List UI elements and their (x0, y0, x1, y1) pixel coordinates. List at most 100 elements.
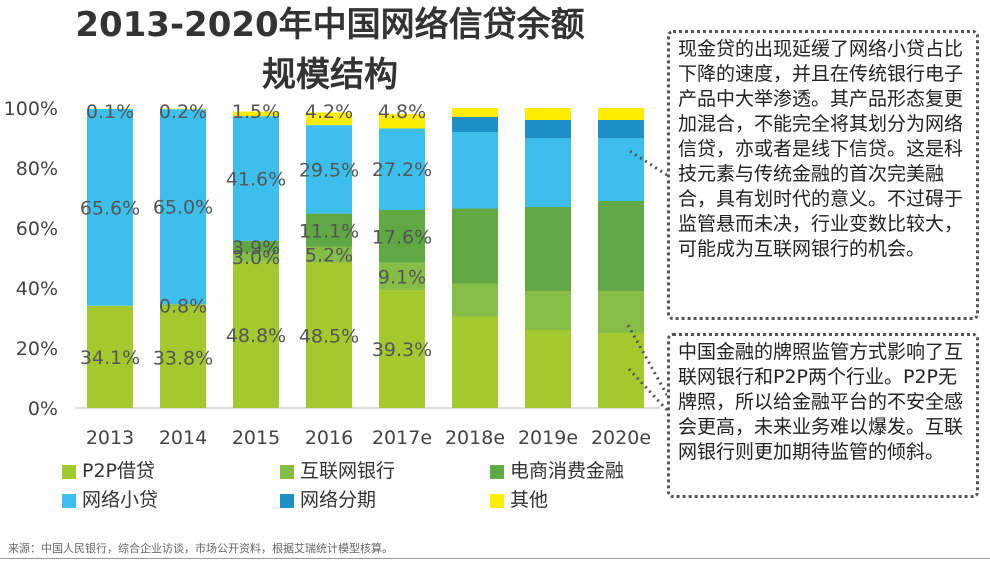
data-label: 1.5% (232, 101, 280, 123)
y-tick-label: 40% (16, 278, 58, 300)
bar-segment (233, 261, 279, 408)
legend-item: 其他 (490, 488, 548, 512)
bottom-divider (0, 558, 990, 559)
bar-segment (160, 304, 206, 307)
data-label: 33.8% (153, 347, 213, 369)
data-label: 3.9% (232, 237, 280, 259)
data-label: 4.8% (378, 101, 426, 123)
y-tick-label: 0% (28, 398, 58, 420)
data-label: 48.8% (226, 325, 286, 347)
bar-segment (233, 116, 279, 241)
data-label: 34.1% (80, 347, 140, 369)
annotation-box-license-regulation: 中国金融的牌照监管方式影响了互联网银行和P2P两个行业。P2P无牌照，所以给金融… (667, 333, 979, 498)
x-tick-label: 2013 (86, 427, 134, 449)
data-label: 3.0% (232, 247, 280, 269)
data-label: 48.5% (299, 325, 359, 347)
y-tick-label: 100% (4, 98, 58, 120)
title-line-2: 规模结构 (262, 55, 398, 95)
data-label: 0.1% (86, 101, 134, 123)
y-tick-label: 80% (16, 158, 58, 180)
y-tick-label: 20% (16, 338, 58, 360)
data-label: 11.1% (299, 220, 359, 242)
legend-item: 电商消费金融 (490, 459, 624, 483)
x-tick-label: 2018e (445, 427, 505, 449)
data-label: 27.2% (372, 159, 432, 181)
bar-segment (598, 138, 644, 201)
legend-item: 互联网银行 (280, 459, 395, 483)
bar-segment (598, 108, 644, 120)
legend-item: 网络小贷 (62, 488, 158, 512)
data-label: 0.8% (159, 295, 207, 317)
legend-swatch (62, 464, 76, 479)
data-label: 9.1% (378, 266, 426, 288)
bar-segment (233, 111, 279, 117)
legend-swatch (62, 493, 76, 508)
bar-segment (452, 117, 498, 132)
bar-segment (452, 208, 498, 284)
bar-segment (598, 291, 644, 333)
bar-segment (379, 128, 425, 210)
bar-segment (306, 125, 352, 214)
bar-segment (306, 112, 352, 126)
annotation-text-2: 中国金融的牌照监管方式影响了互联网银行和P2P两个行业。P2P无牌照，所以给金融… (678, 341, 964, 463)
data-label: 4.2% (305, 101, 353, 123)
x-tick-label: 2014 (159, 427, 207, 449)
bar-segment (379, 290, 425, 408)
bar-segment (87, 305, 133, 408)
legend-item: 网络分期 (280, 488, 376, 512)
legend-label: 电商消费金融 (510, 460, 625, 482)
x-tick-label: 2015 (232, 427, 280, 449)
data-label: 0.2% (159, 101, 207, 123)
bar-segment (379, 114, 425, 129)
bar-segment (452, 283, 498, 317)
bar-segment (233, 252, 279, 262)
legend-label: 网络小贷 (82, 489, 159, 511)
x-tick-label: 2020e (591, 427, 651, 449)
y-tick-label: 60% (16, 218, 58, 240)
data-label: 29.5% (299, 159, 359, 181)
title-line-1: 2013-2020年中国网络信贷余额 (75, 5, 585, 45)
bar-segment (598, 120, 644, 138)
legend-label: P2P借贷 (82, 460, 156, 482)
legend-swatch (490, 464, 504, 479)
annotation-text-1: 现金贷的出现延缓了网络小贷占比下降的速度，并且在传统银行电子产品中大举渗透。其产… (678, 38, 964, 260)
bar-segment (452, 132, 498, 209)
data-label: 17.6% (372, 226, 432, 248)
bar-segment (525, 138, 571, 207)
bar-segment (598, 201, 644, 291)
bar-segment (525, 330, 571, 408)
legend-label: 其他 (510, 489, 549, 511)
x-tick-label: 2016 (305, 427, 353, 449)
source-note: 来源：中国人民银行，综合企业访谈，市场公开资料，根据艾瑞统计模型核算。 (8, 542, 393, 555)
legend-swatch (280, 464, 294, 479)
chart-title: 2013-2020年中国网络信贷余额 规模结构 (30, 0, 630, 100)
legend-label: 网络分期 (300, 489, 377, 511)
bar-segment (87, 108, 133, 306)
data-label: 65.6% (80, 197, 140, 219)
bar-segment (306, 213, 352, 247)
bar-segment (160, 306, 206, 408)
bar-segment (598, 333, 644, 408)
bar-segment (525, 291, 571, 330)
bar-segment (452, 316, 498, 408)
x-tick-label: 2017e (372, 427, 432, 449)
bar-segment (525, 207, 571, 291)
bar-segment (525, 120, 571, 138)
data-label: 5.2% (305, 245, 353, 267)
callout-connector (627, 148, 668, 177)
bar-segment (160, 108, 206, 110)
data-label: 41.6% (226, 169, 286, 191)
bar-segment (160, 109, 206, 305)
x-tick-label: 2019e (518, 427, 578, 449)
bar-segment (379, 210, 425, 263)
annotation-box-cash-loan: 现金贷的出现延缓了网络小贷占比下降的速度，并且在传统银行电子产品中大举渗透。其产… (667, 30, 979, 320)
legend-item: P2P借贷 (62, 459, 155, 483)
legend-swatch (280, 493, 294, 508)
bar-segment (306, 262, 352, 408)
legend-label: 互联网银行 (300, 460, 396, 482)
bar-segment (306, 246, 352, 263)
callout-connector (626, 324, 669, 396)
bar-segment (379, 262, 425, 291)
data-label: 39.3% (372, 339, 432, 361)
